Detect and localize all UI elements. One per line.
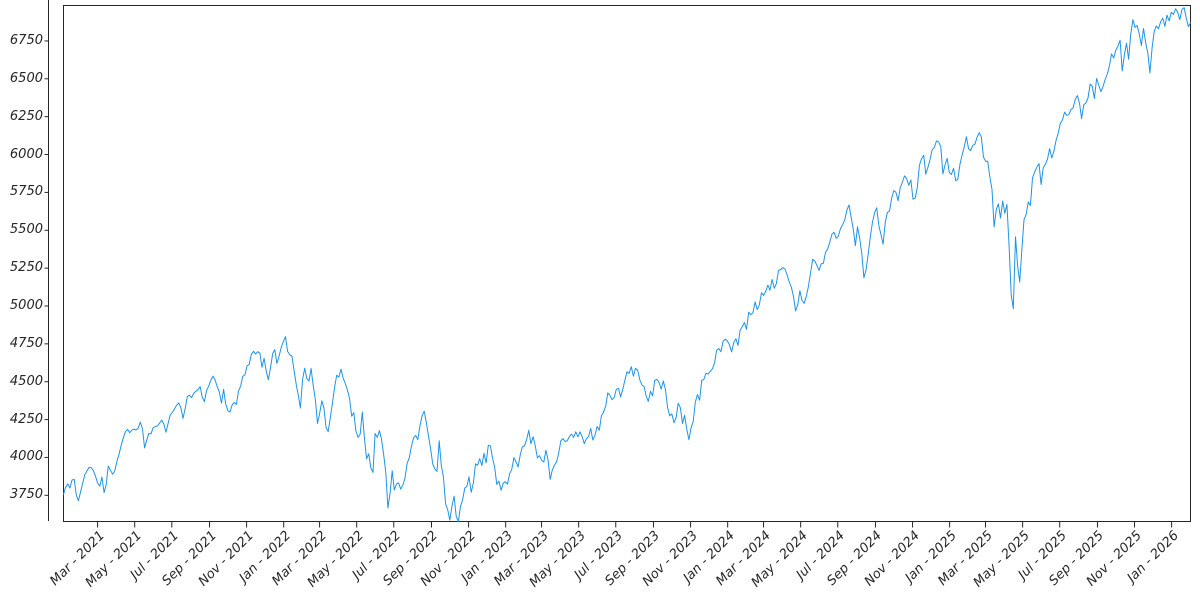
price-line xyxy=(63,7,1191,522)
plot-border xyxy=(63,5,1191,522)
